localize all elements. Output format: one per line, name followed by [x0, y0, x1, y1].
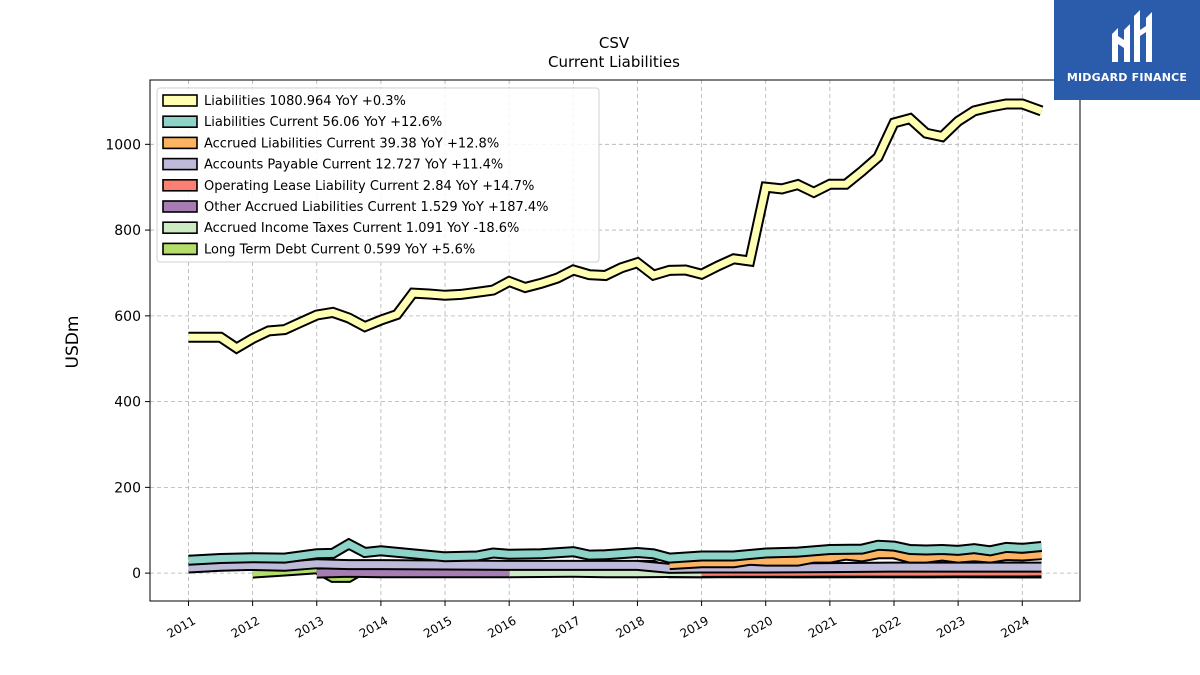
logo-text: MIDGARD FINANCE — [1066, 71, 1188, 84]
x-tick-label: 2014 — [357, 613, 390, 640]
legend-entry: Accrued Income Taxes Current 1.091 YoY -… — [204, 221, 519, 236]
x-tick-label: 2013 — [293, 613, 326, 640]
legend-swatch — [162, 242, 198, 256]
x-tick-label: 2022 — [870, 613, 903, 640]
legend-swatch — [162, 179, 198, 192]
series-line — [188, 560, 1042, 572]
legend-entry: Accounts Payable Current 12.727 YoY +11.… — [204, 158, 503, 173]
x-axis: 2011 2012 2013 2014 2015 2016 2017 2018 2019 2020… — [165, 601, 1032, 641]
legend-swatch — [162, 221, 198, 234]
legend-entry: Long Term Debt Current 0.599 YoY +5.6% — [204, 242, 475, 257]
x-tick-label: 2011 — [165, 613, 198, 640]
legend-box — [156, 87, 600, 263]
series-other-accrued-liabilities-current — [316, 566, 510, 579]
legend-swatch — [162, 157, 198, 171]
x-tick-label: 2012 — [229, 613, 262, 640]
x-tick-label: 2021 — [806, 613, 839, 640]
series-accounts-payable-current — [188, 558, 1042, 574]
legend-swatch — [162, 200, 198, 213]
x-tick-label: 2019 — [678, 613, 711, 640]
y-tick-label: 200 — [114, 480, 141, 496]
chart-title: CSV — [599, 34, 630, 52]
y-tick-label: 600 — [114, 309, 141, 325]
series-line — [188, 539, 1042, 564]
y-axis-label: USDm — [63, 316, 83, 369]
legend-entry: Accrued Liabilities Current 39.38 YoY +1… — [204, 136, 499, 151]
legend-swatch — [162, 115, 198, 128]
x-tick-label: 2024 — [998, 613, 1031, 640]
x-tick-label: 2016 — [485, 613, 518, 640]
series-line — [188, 100, 1043, 353]
series-line — [316, 568, 510, 577]
y-axis: 0 200 400 600 800 1000 — [105, 137, 150, 582]
series-lines — [188, 98, 1044, 583]
y-tick-label: 400 — [114, 395, 141, 411]
legend-swatch — [162, 94, 198, 107]
series-accrued-liabilities-current — [669, 548, 1042, 571]
logo-mark-icon — [1112, 10, 1152, 62]
legend: Liabilities 1080.964 YoY +0.3% Liabilitie… — [156, 87, 600, 263]
legend-entry: Liabilities Current 56.06 YoY +12.6% — [204, 115, 442, 130]
legend-swatch — [162, 136, 198, 150]
series-liabilities — [188, 98, 1044, 355]
legend-entry: Liabilities 1080.964 YoY +0.3% — [204, 94, 406, 109]
legend-entry: Other Accrued Liabilities Current 1.529 … — [204, 200, 549, 215]
logo: MIDGARD FINANCE — [1054, 0, 1200, 100]
chart-subtitle: Current Liabilities — [548, 53, 680, 71]
y-tick-label: 0 — [132, 566, 141, 582]
x-tick-label: 2020 — [742, 613, 775, 640]
series-line — [669, 550, 1042, 569]
plot-frame — [149, 79, 1081, 602]
y-tick-label: 1000 — [105, 137, 141, 153]
x-tick-label: 2017 — [549, 613, 582, 640]
x-tick-label: 2015 — [421, 613, 454, 640]
y-tick-label: 800 — [114, 223, 141, 239]
x-tick-label: 2023 — [934, 613, 967, 640]
x-tick-label: 2018 — [613, 613, 646, 640]
legend-entry: Operating Lease Liability Current 2.84 Y… — [204, 179, 534, 194]
series-liabilities-current — [188, 537, 1043, 566]
